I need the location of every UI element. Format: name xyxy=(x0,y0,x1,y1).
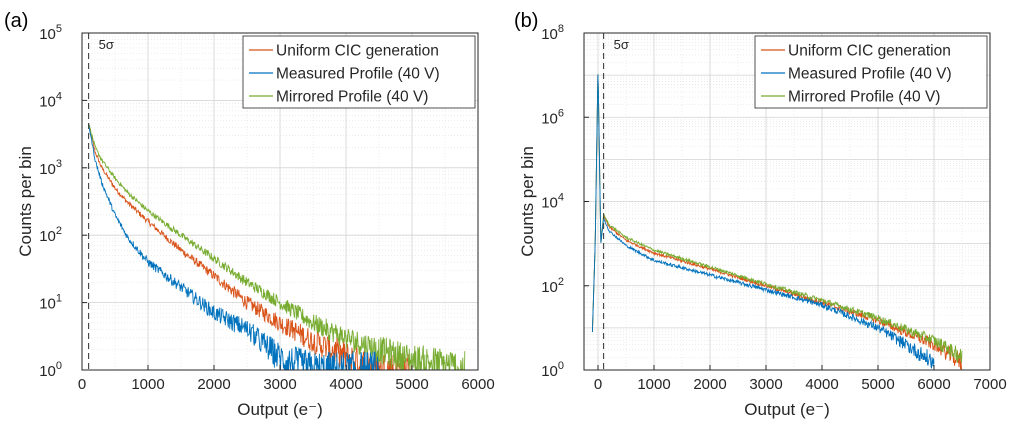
y-tick-base: 10 xyxy=(541,363,558,380)
series-line xyxy=(591,74,963,363)
panel-label: (b) xyxy=(514,10,538,32)
x-tick-label: 4000 xyxy=(805,376,838,393)
series-group xyxy=(591,74,963,370)
legend-entry: Mirrored Profile (40 V) xyxy=(788,89,940,106)
panel-label: (a) xyxy=(4,10,28,32)
series-line xyxy=(88,123,413,370)
y-tick-exponent: 2 xyxy=(558,276,564,288)
y-tick-base: 10 xyxy=(541,110,558,127)
y-tick-exponent: 4 xyxy=(56,90,62,102)
y-tick-base: 10 xyxy=(39,228,56,245)
legend-box xyxy=(242,35,476,109)
series-line xyxy=(88,123,466,370)
y-tick-base: 10 xyxy=(39,26,56,43)
y-tick-label: 100 xyxy=(39,360,62,380)
legend: Uniform CIC generation Measured Profile (… xyxy=(754,35,988,109)
five-sigma-label: 5σ xyxy=(614,37,629,52)
y-axis-label: Counts per bin xyxy=(518,146,537,257)
y-tick-base: 10 xyxy=(39,296,56,313)
legend-entry: Measured Profile (40 V) xyxy=(276,66,440,83)
x-tick-label: 2000 xyxy=(693,376,726,393)
x-tick-label: 5000 xyxy=(861,376,894,393)
y-tick-base: 10 xyxy=(39,93,56,110)
legend-box xyxy=(754,35,988,109)
x-tick-label: 7000 xyxy=(973,376,1006,393)
y-tick-exponent: 4 xyxy=(558,192,564,204)
five-sigma-label: 5σ xyxy=(99,37,114,52)
y-tick-base: 10 xyxy=(39,363,56,380)
legend-entry: Mirrored Profile (40 V) xyxy=(276,89,428,106)
y-tick-base: 10 xyxy=(39,161,56,178)
series-group xyxy=(88,123,466,370)
y-tick-base: 10 xyxy=(541,195,558,212)
y-tick-exponent: 5 xyxy=(56,23,62,35)
y-tick-label: 106 xyxy=(541,107,564,127)
y-tick-label: 101 xyxy=(39,293,62,313)
y-tick-label: 102 xyxy=(541,276,564,296)
y-tick-exponent: 2 xyxy=(56,225,62,237)
x-tick-label: 2000 xyxy=(197,376,230,393)
y-tick-label: 105 xyxy=(39,23,62,43)
y-tick-exponent: 0 xyxy=(558,360,564,372)
series-line xyxy=(591,74,935,369)
x-tick-label: 0 xyxy=(78,376,86,393)
y-tick-label: 102 xyxy=(39,225,62,245)
x-axis-label: Output (e⁻) xyxy=(237,400,323,419)
series-line xyxy=(591,74,963,370)
x-tick-label: 5000 xyxy=(395,376,428,393)
legend-entry: Measured Profile (40 V) xyxy=(788,66,952,83)
x-tick-label: 0 xyxy=(594,376,602,393)
y-tick-exponent: 1 xyxy=(56,293,62,305)
x-tick-label: 6000 xyxy=(917,376,950,393)
y-tick-label: 100 xyxy=(541,360,564,380)
x-axis-label: Output (e⁻) xyxy=(744,400,830,419)
y-tick-label: 103 xyxy=(39,158,62,178)
x-tick-label: 1000 xyxy=(637,376,670,393)
legend-entry: Uniform CIC generation xyxy=(276,43,439,60)
legend: Uniform CIC generation Measured Profile (… xyxy=(242,35,476,109)
chart-panel-b: 5σ0 1000 2000 3000 4000 5000 6000 7000100102104… xyxy=(514,10,1007,419)
y-axis-label: Counts per bin xyxy=(16,146,35,257)
x-tick-label: 3000 xyxy=(749,376,782,393)
legend-entry: Uniform CIC generation xyxy=(788,43,951,60)
y-tick-base: 10 xyxy=(541,26,558,43)
y-tick-exponent: 3 xyxy=(56,158,62,170)
y-tick-exponent: 8 xyxy=(558,23,564,35)
y-tick-label: 104 xyxy=(39,90,62,110)
y-tick-exponent: 0 xyxy=(56,360,62,372)
chart-panel-a: 5σ0 1000 2000 3000 4000 5000 60001001011021031… xyxy=(4,10,495,419)
y-tick-label: 108 xyxy=(541,23,564,43)
y-tick-exponent: 6 xyxy=(558,107,564,119)
x-tick-label: 1000 xyxy=(131,376,164,393)
y-tick-base: 10 xyxy=(541,279,558,296)
series-line xyxy=(88,123,380,370)
x-tick-label: 4000 xyxy=(329,376,362,393)
x-tick-label: 3000 xyxy=(263,376,296,393)
x-tick-label: 6000 xyxy=(461,376,494,393)
y-tick-label: 104 xyxy=(541,192,564,212)
